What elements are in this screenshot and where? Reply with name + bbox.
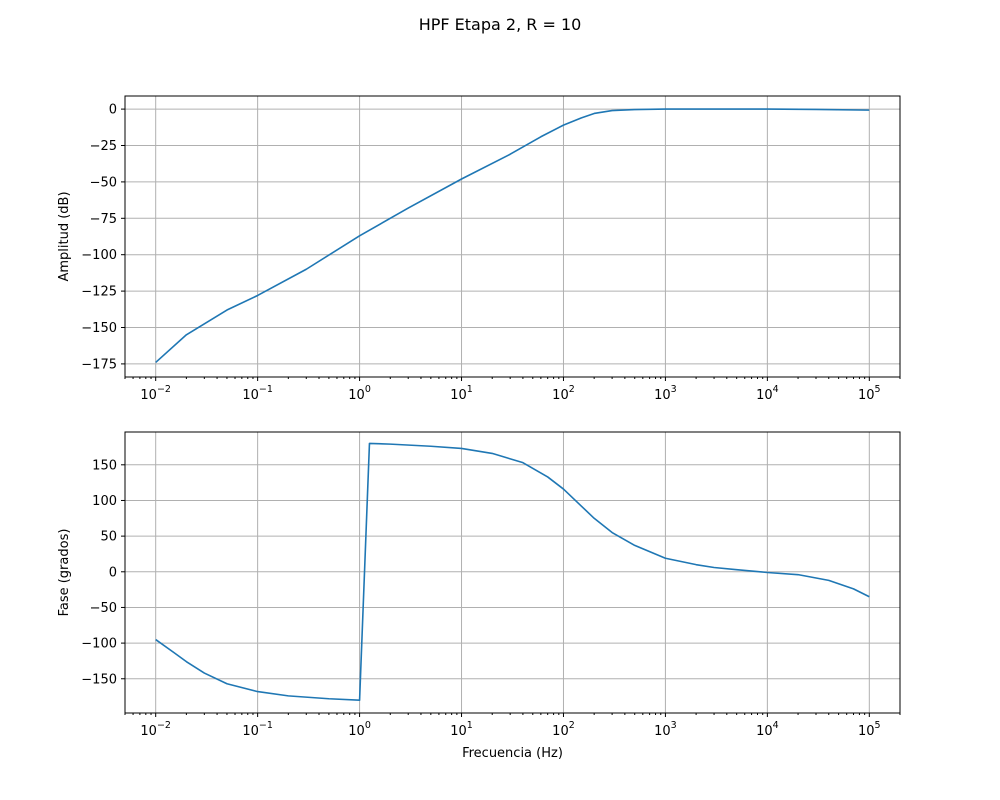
y-tick-label: −75 <box>90 212 117 227</box>
amplitude-plot: 10−2 10−1 100 101 102 103 104 105 0 −25 −50 −75 −100… <box>57 95 901 403</box>
x-tick-label: 104 <box>756 384 779 403</box>
y-axis-label: Amplitud (dB) <box>57 191 72 281</box>
x-tick-label: 100 <box>348 720 371 739</box>
x-tick-label: 105 <box>858 720 881 739</box>
grid <box>125 96 900 377</box>
series-line <box>155 442 870 701</box>
figure-title: HPF Etapa 2, R = 10 <box>419 15 582 34</box>
y-tick-label: −175 <box>81 357 117 372</box>
y-tick-label: −25 <box>90 139 117 154</box>
x-tick-label: 102 <box>552 384 575 403</box>
y-tick-label: −50 <box>90 175 117 190</box>
y-tick-label: 50 <box>100 530 117 545</box>
x-tick-label: 101 <box>450 384 473 403</box>
y-tick-label: 0 <box>109 565 117 580</box>
series-line <box>155 108 870 364</box>
phase-plot: 10−2 10−1 100 101 102 103 104 105 150 100 50 0 −50 −1… <box>57 431 901 761</box>
x-tick-label: 10−2 <box>140 384 171 403</box>
x-tick-label: 10−1 <box>242 720 273 739</box>
x-tick-label: 103 <box>654 384 677 403</box>
plot-frame <box>124 431 901 714</box>
y-tick-label: −125 <box>81 285 117 300</box>
y-tick-label: 150 <box>92 458 117 473</box>
y-tick-label: −150 <box>81 321 117 336</box>
y-axis-label: Fase (grados) <box>57 529 72 617</box>
y-tick-label: −150 <box>81 672 117 687</box>
x-tick-label: 101 <box>450 720 473 739</box>
x-tick-label: 10−1 <box>242 384 273 403</box>
x-tick-label: 105 <box>858 384 881 403</box>
ticks <box>121 108 901 381</box>
x-axis-label: Frecuencia (Hz) <box>462 746 563 761</box>
grid <box>125 432 900 713</box>
y-tick-label: 100 <box>92 494 117 509</box>
x-tick-label: 102 <box>552 720 575 739</box>
y-tick-label: −50 <box>90 601 117 616</box>
plot-frame <box>124 95 901 378</box>
x-tick-label: 103 <box>654 720 677 739</box>
y-tick-label: −100 <box>81 637 117 652</box>
x-tick-label: 10−2 <box>140 720 171 739</box>
y-tick-label: −100 <box>81 248 117 263</box>
y-tick-label: 0 <box>109 103 117 118</box>
x-tick-label: 100 <box>348 384 371 403</box>
x-tick-label: 104 <box>756 720 779 739</box>
